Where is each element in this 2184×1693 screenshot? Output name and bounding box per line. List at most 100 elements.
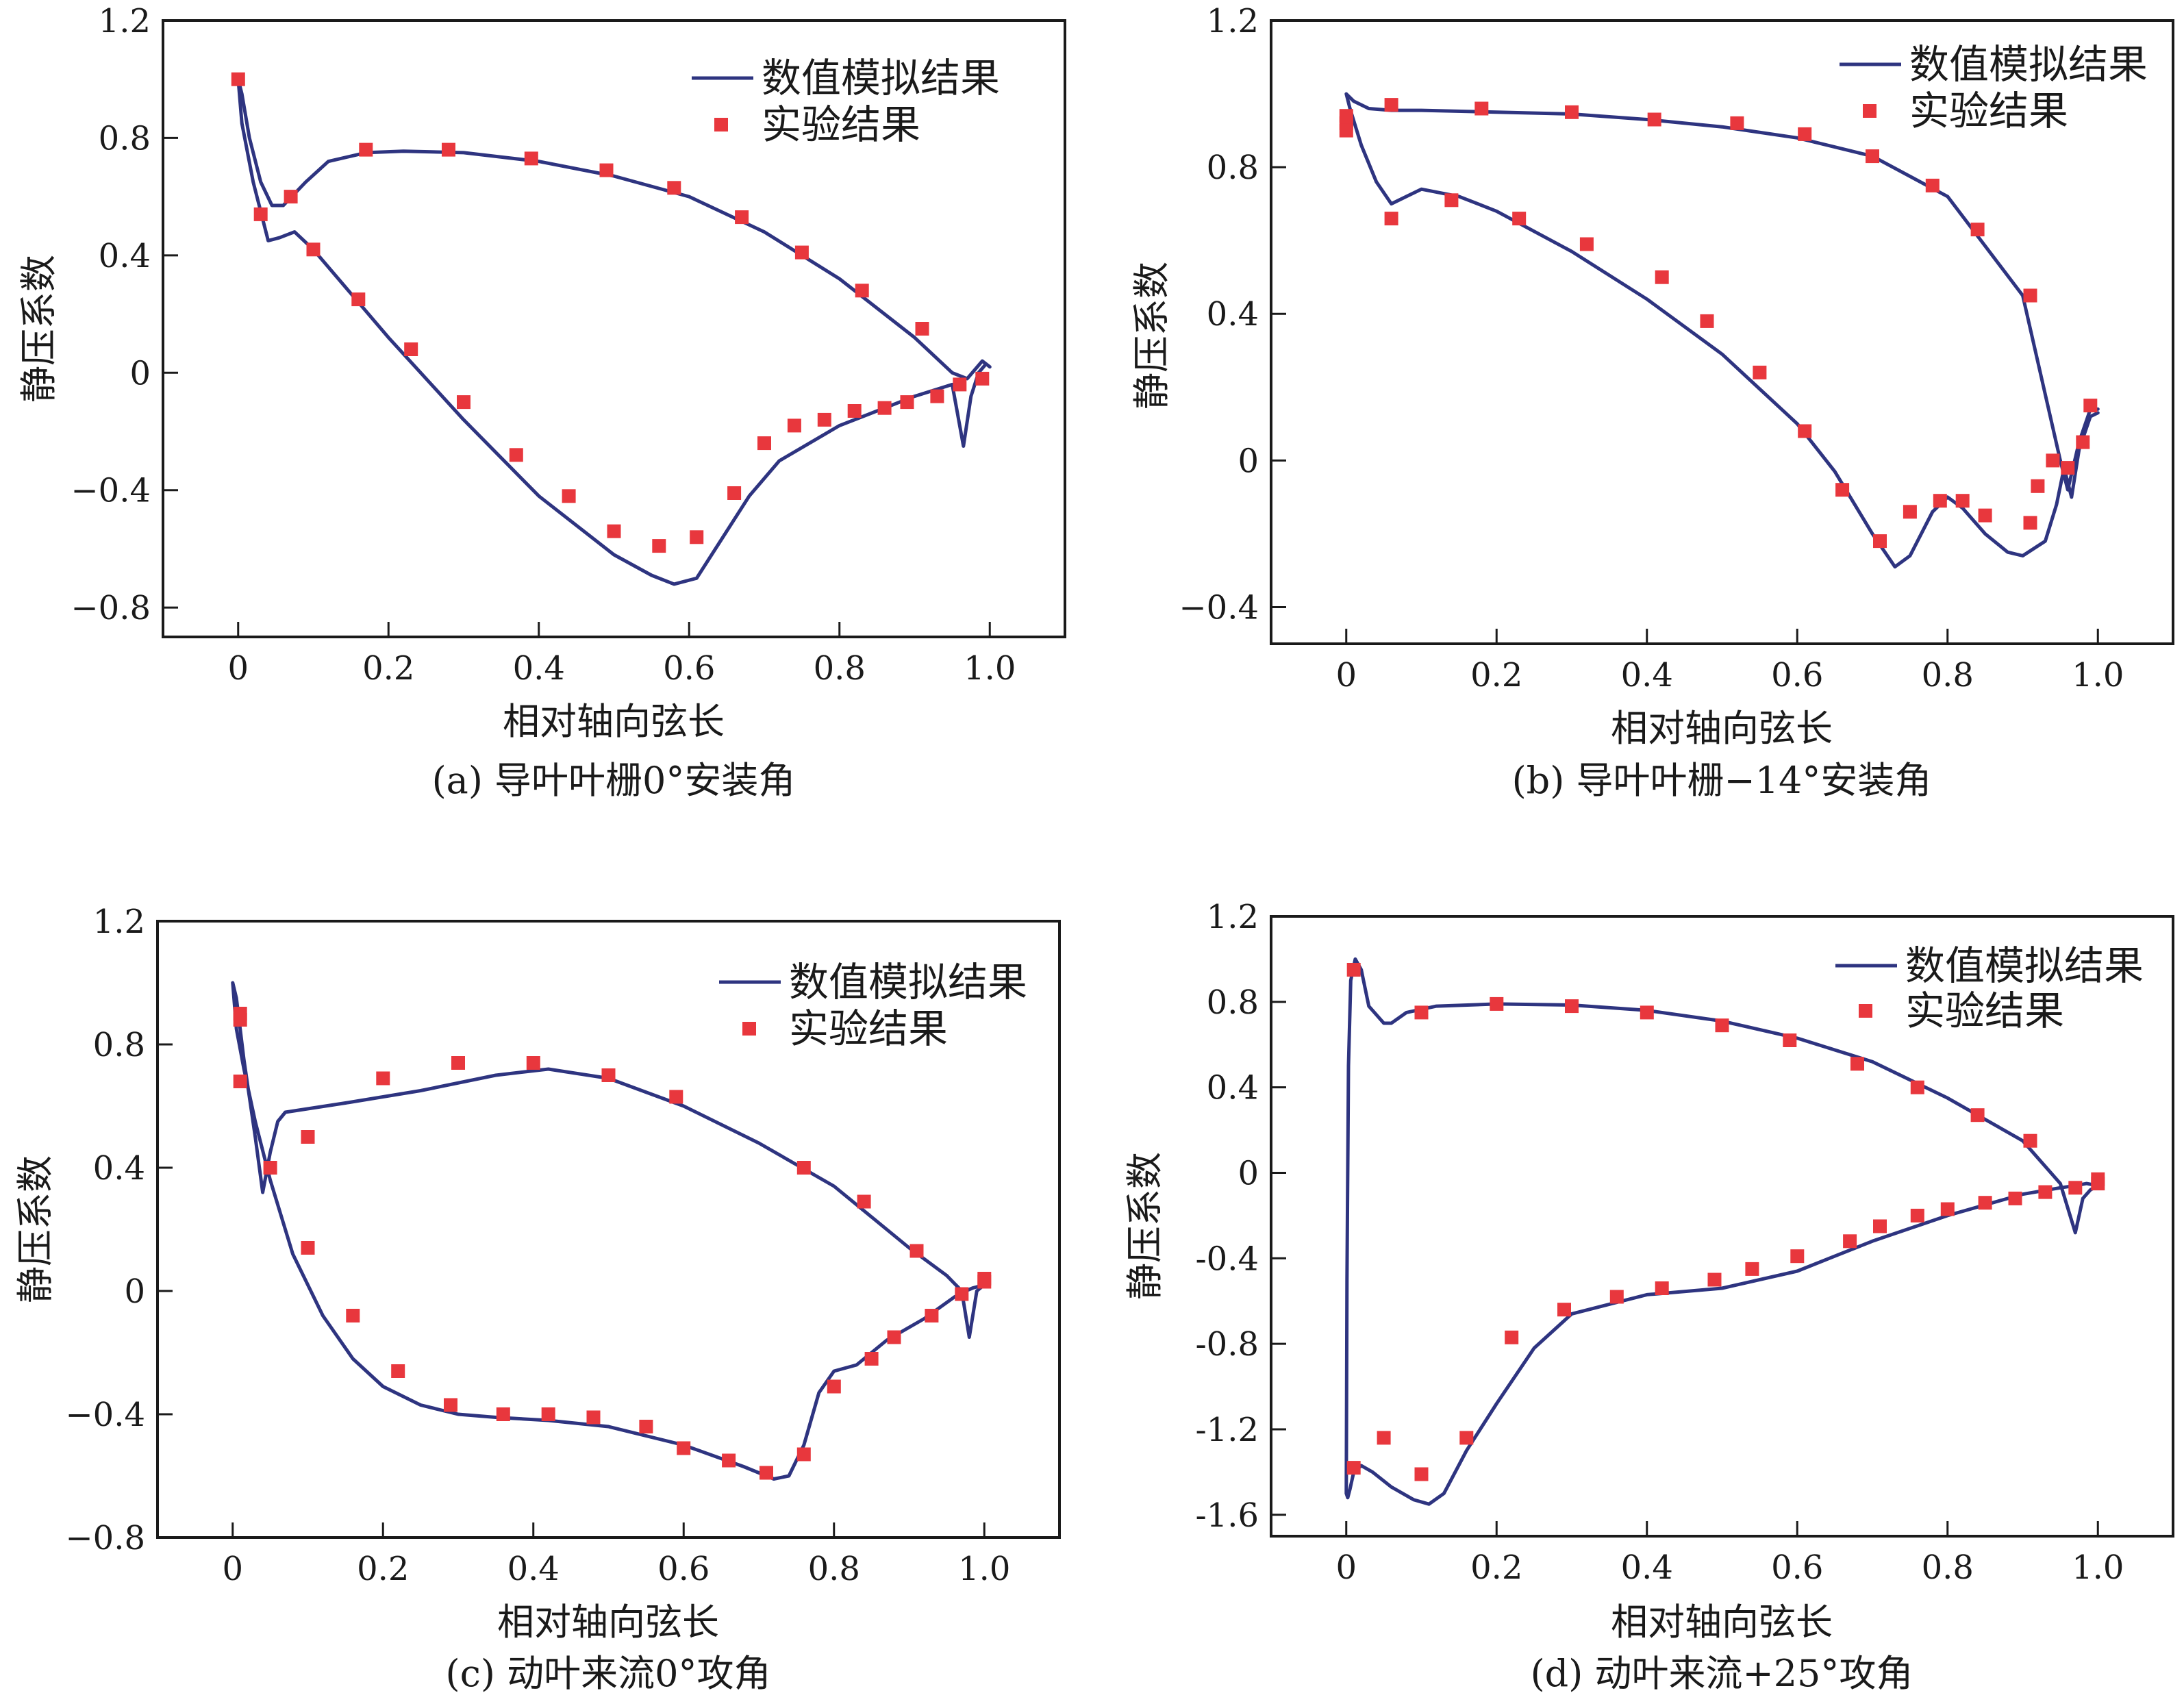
experiment-point bbox=[233, 1075, 247, 1088]
experiment-point bbox=[1490, 996, 1504, 1011]
y-tick-label: -0.4 bbox=[1195, 1240, 1259, 1278]
experiment-point bbox=[284, 190, 298, 204]
y-tick-label: 1.2 bbox=[1207, 2, 1259, 40]
experiment-point bbox=[1910, 1080, 1924, 1094]
y-tick-label: 0 bbox=[129, 354, 151, 392]
experiment-point bbox=[915, 322, 929, 336]
y-tick-label: −0.4 bbox=[1179, 588, 1259, 627]
legend: 数值模拟结果 实验结果 bbox=[1835, 942, 2144, 1034]
x-tick-label: 0 bbox=[227, 649, 249, 688]
y-tick-label: 1.2 bbox=[99, 2, 151, 40]
x-tick-label: 0 bbox=[222, 1550, 243, 1588]
y-tick-label: -0.8 bbox=[1195, 1325, 1259, 1364]
x-tick-label: 0.4 bbox=[507, 1550, 560, 1588]
experiment-point bbox=[955, 1287, 969, 1301]
experiment-point bbox=[1910, 1208, 1924, 1222]
experiment-point bbox=[442, 142, 455, 157]
x-axis-label: 相对轴向弦长 bbox=[503, 700, 725, 743]
x-tick-label: 0.8 bbox=[808, 1550, 860, 1588]
experiment-point bbox=[1474, 101, 1489, 116]
y-axis-label: 静压系数 bbox=[1130, 262, 1173, 410]
x-tick-label: 0.2 bbox=[1470, 656, 1522, 694]
experiment-point bbox=[1790, 1249, 1805, 1264]
experiment-point bbox=[509, 448, 523, 462]
experiment-point bbox=[1346, 963, 1361, 977]
experiment-point bbox=[2046, 453, 2060, 468]
x-tick-label: 0.4 bbox=[513, 649, 565, 688]
experiment-point bbox=[690, 530, 704, 544]
plot-frame bbox=[162, 19, 1066, 638]
experiment-point bbox=[727, 486, 742, 500]
x-tick-label: 0.6 bbox=[1771, 1548, 1823, 1587]
legend: 数值模拟结果 实验结果 bbox=[1840, 41, 2148, 134]
y-tick-label: 0.4 bbox=[1207, 1069, 1259, 1107]
y-tick-label: 0 bbox=[1238, 442, 1259, 480]
y-axis-label: 静压系数 bbox=[14, 1155, 57, 1303]
experiment-point bbox=[930, 389, 944, 403]
y-tick-label: -1.6 bbox=[1195, 1496, 1259, 1535]
legend-marker-swatch bbox=[714, 118, 728, 131]
x-tick-label: 0.2 bbox=[357, 1550, 409, 1588]
y-axis-label: 静压系数 bbox=[1123, 1152, 1166, 1300]
x-tick-label: 1.0 bbox=[964, 649, 1016, 688]
experiment-point bbox=[2083, 399, 2098, 413]
experiment-point bbox=[787, 418, 801, 433]
y-tick-label: 0 bbox=[1238, 1154, 1259, 1192]
experiment-point bbox=[864, 1352, 879, 1366]
x-tick-label: 0.8 bbox=[1922, 656, 1974, 694]
experiment-point bbox=[1384, 98, 1398, 112]
experiment-point bbox=[722, 1453, 736, 1468]
legend-label-simulation: 数值模拟结果 bbox=[1905, 942, 2144, 989]
y-tick-label: 0.4 bbox=[1207, 295, 1259, 334]
experiment-point bbox=[1339, 123, 1353, 138]
experiment-point bbox=[599, 163, 614, 177]
x-tick-label: 0.6 bbox=[657, 1550, 710, 1588]
experiment-point bbox=[1933, 494, 1947, 508]
experiment-point bbox=[1873, 1219, 1887, 1233]
experiment-point bbox=[1978, 1196, 1992, 1210]
x-tick-label: 0.4 bbox=[1621, 1548, 1673, 1587]
experiment-point bbox=[757, 436, 771, 451]
experiment-point bbox=[760, 1466, 773, 1480]
experiment-point bbox=[2061, 461, 2075, 475]
experiment-point bbox=[457, 395, 470, 410]
experiment-point bbox=[1903, 505, 1917, 519]
experiment-point bbox=[667, 181, 681, 195]
legend-label-experiment: 实验结果 bbox=[1909, 88, 2068, 134]
legend-label-experiment: 实验结果 bbox=[789, 1005, 948, 1052]
simulation-line bbox=[1344, 957, 2100, 1506]
y-tick-label: 0.8 bbox=[99, 119, 151, 158]
experiment-point bbox=[2023, 516, 2037, 530]
x-axis-label: 相对轴向弦长 bbox=[1611, 1601, 1833, 1644]
experiment-point bbox=[1647, 112, 1661, 127]
experiment-point bbox=[847, 404, 862, 418]
plot-frame bbox=[1270, 19, 2174, 645]
experiment-point bbox=[301, 1241, 315, 1255]
experiment-point bbox=[231, 72, 245, 86]
experiment-point bbox=[1640, 1005, 1654, 1020]
experiment-point bbox=[900, 395, 914, 410]
experiment-point bbox=[1414, 1005, 1429, 1020]
experiment-point bbox=[2023, 1133, 2037, 1148]
experiment-point bbox=[1798, 424, 1812, 438]
experiment-point bbox=[1346, 1461, 1361, 1475]
experiment-point bbox=[796, 1447, 811, 1462]
x-tick-label: 0.6 bbox=[663, 649, 715, 688]
experiment-point bbox=[817, 412, 831, 427]
experiment-point bbox=[1707, 1272, 1722, 1287]
experiment-point bbox=[607, 524, 621, 538]
experiment-point bbox=[2031, 479, 2045, 493]
experiment-point bbox=[1579, 237, 1594, 251]
experiment-point bbox=[953, 377, 967, 392]
experiment-point bbox=[1557, 1303, 1571, 1317]
experiment-point bbox=[1459, 1431, 1474, 1445]
experiment-point bbox=[1940, 1202, 1955, 1216]
experiment-point bbox=[1970, 1108, 1985, 1123]
experiment-point bbox=[586, 1410, 601, 1425]
experiment-point bbox=[376, 1071, 390, 1086]
legend-label-simulation: 数值模拟结果 bbox=[762, 55, 1000, 101]
experiment-point bbox=[1414, 1467, 1429, 1481]
simulation-line bbox=[1344, 92, 2100, 569]
legend-label-experiment: 实验结果 bbox=[1905, 988, 2064, 1034]
experiment-point bbox=[351, 292, 366, 307]
